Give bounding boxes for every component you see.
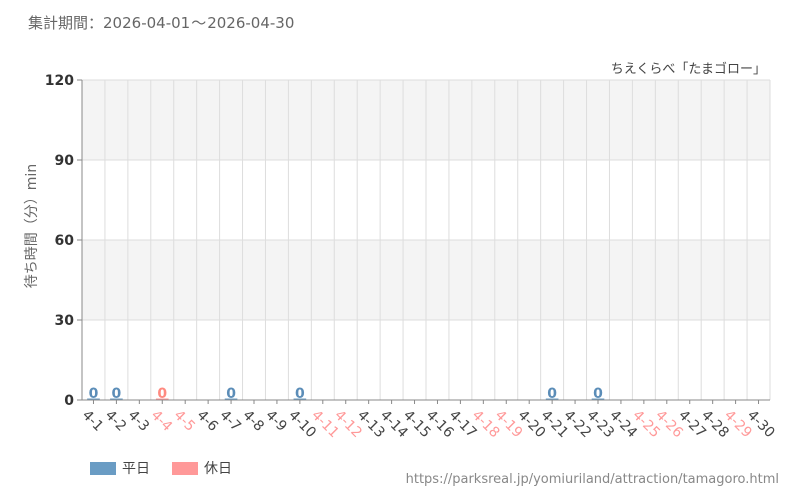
x-tick-labels: 4-14-24-34-44-54-64-74-84-94-104-114-124… — [79, 400, 778, 441]
value-label: 0 — [593, 386, 603, 402]
legend-item-holiday: 休日 — [172, 458, 232, 478]
period-start: 2026-04-01 — [103, 14, 191, 32]
bar — [224, 398, 238, 400]
bar — [591, 398, 605, 400]
value-label: 0 — [112, 386, 122, 402]
source-url[interactable]: https://parksreal.jp/yomiuriland/attract… — [405, 472, 779, 487]
x-tick-label: 4-2 — [102, 407, 129, 434]
y-tick-label: 60 — [55, 233, 75, 249]
bar — [155, 398, 169, 400]
y-tick-label: 30 — [55, 313, 75, 329]
value-label: 0 — [157, 386, 167, 402]
y-axis-label: 待ち時間（分）min — [24, 164, 40, 288]
bar — [545, 398, 559, 400]
chart-title: ちえくらべ「たまゴロー」 — [611, 61, 766, 77]
legend-label-weekday: 平日 — [122, 461, 150, 477]
y-tick-label: 90 — [55, 153, 75, 169]
bar — [110, 398, 123, 400]
bar — [87, 398, 100, 400]
value-label: 0 — [295, 386, 305, 402]
bar-series — [87, 398, 605, 400]
bar — [293, 398, 307, 400]
x-tick-label: 4-6 — [194, 407, 222, 435]
period-separator: 〜 — [191, 14, 207, 32]
x-tick-label: 4-3 — [125, 407, 152, 434]
collection-period: 集計期間：2026-04-01〜2026-04-30 — [28, 12, 294, 33]
legend-label-holiday: 休日 — [204, 461, 232, 477]
x-tick-label: 4-8 — [239, 407, 266, 434]
period-label: 集計期間： — [28, 14, 104, 32]
legend-swatch-holiday — [172, 461, 198, 475]
value-label: 0 — [547, 386, 557, 402]
legend-item-weekday: 平日 — [90, 458, 150, 478]
legend: 平日 休日 — [90, 458, 254, 478]
x-tick-label: 4-7 — [216, 407, 243, 434]
value-label: 0 — [89, 386, 99, 402]
y-tick-labels: 0 30 60 90 120 — [45, 73, 82, 409]
x-tick-label: 4-5 — [171, 407, 198, 434]
x-tick-label: 4-1 — [79, 407, 106, 434]
value-label: 0 — [226, 386, 236, 402]
x-tick-label: 4-9 — [262, 407, 289, 434]
y-tick-label: 0 — [64, 393, 74, 409]
x-tick-label: 4-4 — [148, 407, 176, 435]
y-tick-label: 120 — [45, 73, 74, 89]
period-end: 2026-04-30 — [207, 14, 295, 32]
legend-swatch-weekday — [90, 461, 116, 475]
